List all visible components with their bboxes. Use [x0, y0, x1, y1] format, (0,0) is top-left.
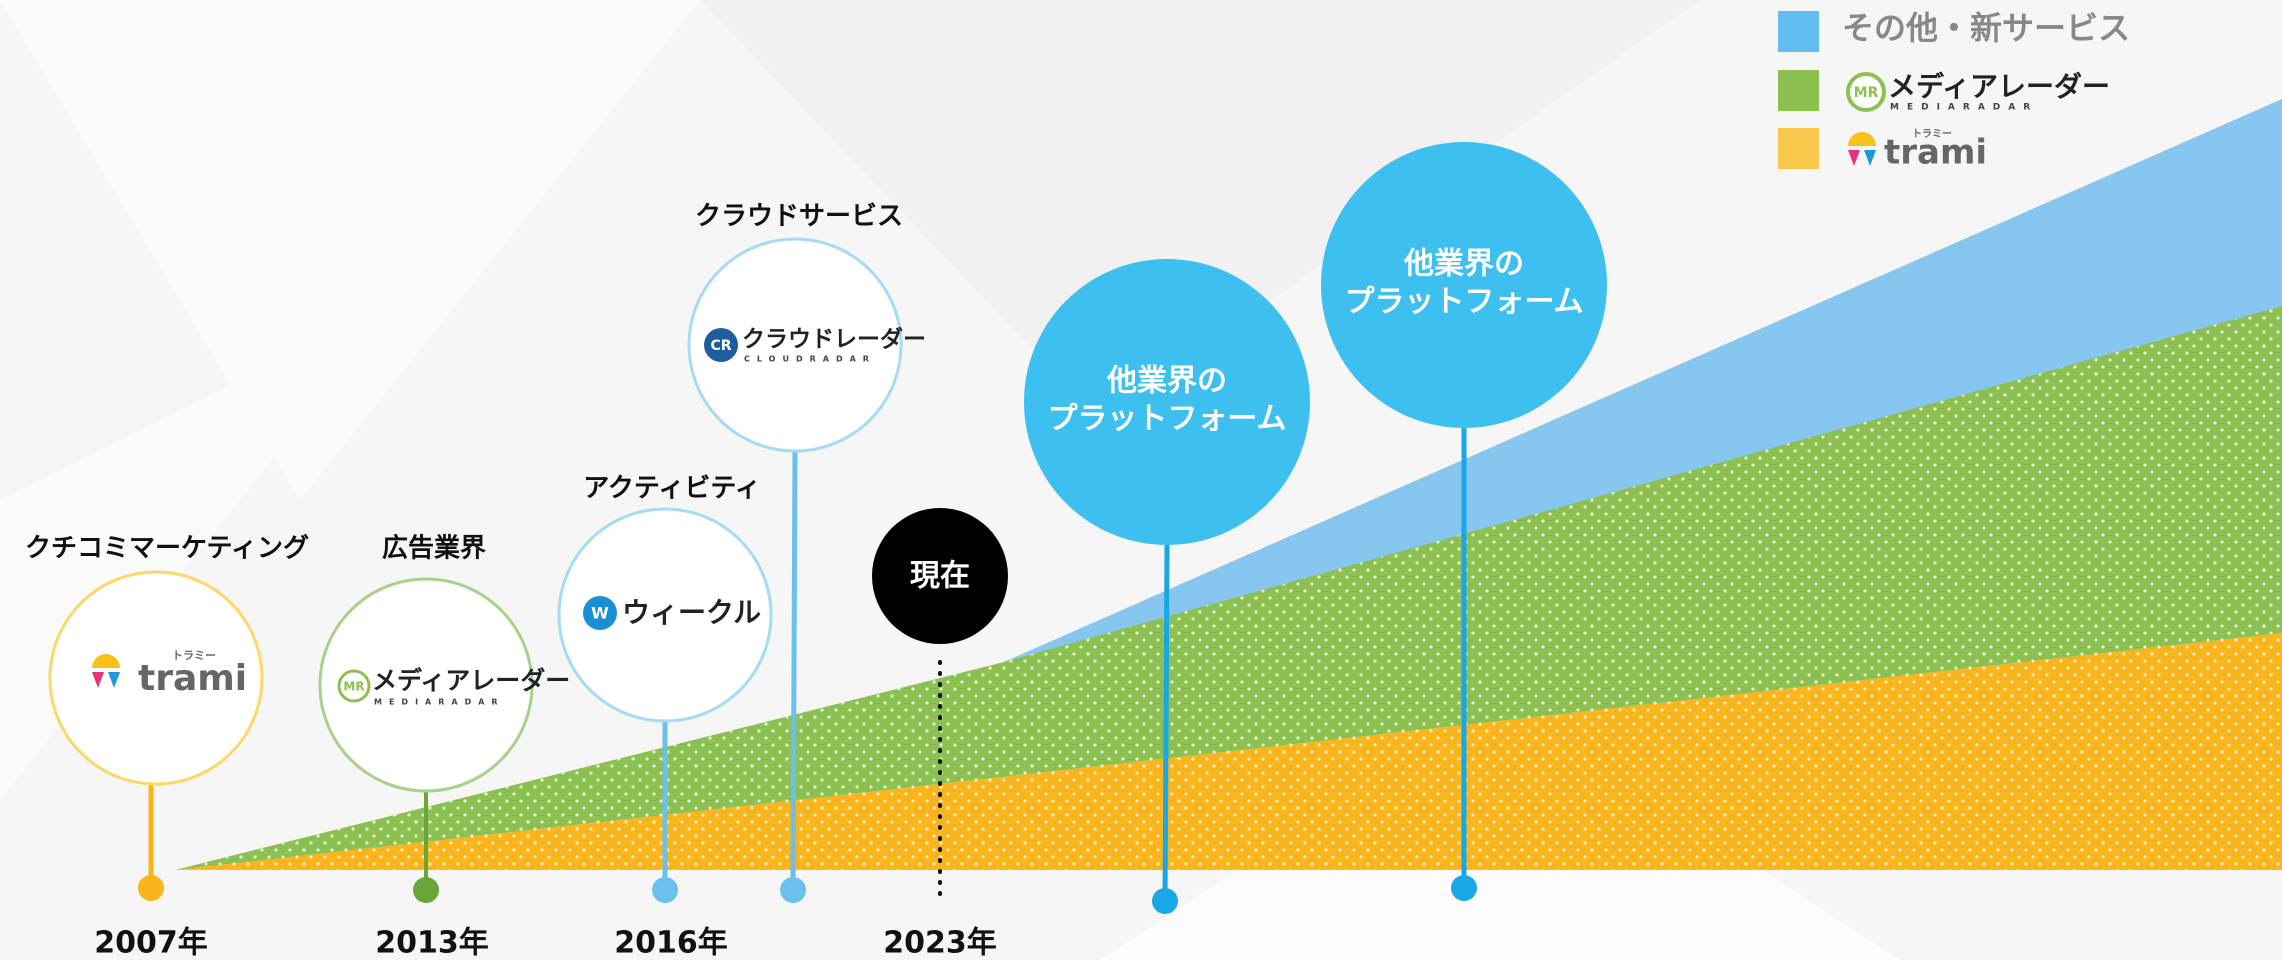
- dot: [1451, 875, 1477, 901]
- logo-text: trami: [138, 658, 247, 699]
- logo-text: クラウドレーダー: [742, 326, 926, 353]
- logo-icon: [92, 654, 120, 688]
- future-label: プラットフォーム: [1344, 285, 1583, 320]
- logo-circle: [687, 237, 903, 453]
- category-label: クチコミマーケティング: [25, 534, 309, 564]
- future-platform: 他業界の プラットフォーム: [1024, 259, 1310, 914]
- now-label: 現在: [910, 559, 970, 594]
- year-label: 2013年: [375, 926, 489, 960]
- logo-mark-text: CR: [710, 338, 731, 354]
- logo-text: ウィークル: [622, 596, 761, 629]
- legend-label: メディアレーダー: [1888, 70, 2110, 103]
- legend: その他・新サービス MR メディアレーダー MEDIARADAR トラミー tr…: [1778, 9, 2130, 173]
- legend-label: trami: [1884, 133, 1987, 173]
- category-label: クラウドサービス: [695, 202, 903, 232]
- growth-areas: [175, 99, 2282, 870]
- milestone: MR メディアレーダー MEDIARADAR 広告業界 2013年: [318, 533, 570, 960]
- logo-mark-text: MR: [343, 680, 364, 694]
- dot: [138, 875, 164, 901]
- logo-mark: [583, 596, 617, 630]
- future-label: 他業界の: [1106, 364, 1227, 399]
- future-platform: 他業界の プラットフォーム: [1321, 142, 1607, 901]
- legend-label: その他・新サービス: [1842, 9, 2130, 47]
- future-label: 他業界の: [1403, 247, 1524, 282]
- legend-sub: MEDIARADAR: [1890, 103, 2038, 113]
- logo-mark: [337, 669, 371, 703]
- dot: [1152, 888, 1178, 914]
- logo-sub: CLOUDRADAR: [744, 355, 876, 364]
- logo-mark: [1846, 72, 1886, 112]
- logo-mark-text: MR: [1854, 85, 1879, 101]
- year-label: 2023年: [883, 926, 997, 960]
- logo-icon: [1848, 132, 1876, 166]
- now-circle: [872, 508, 1008, 644]
- logo-sub: トラミー: [172, 649, 216, 662]
- legend-swatch: [1778, 70, 1819, 111]
- future-circle: [1321, 142, 1607, 428]
- logo-mark-text: W: [591, 604, 609, 623]
- milestone: トラミー trami クチコミマーケティング 2007年: [25, 534, 309, 960]
- dot: [652, 877, 678, 903]
- dot: [780, 877, 806, 903]
- legend-swatch: [1778, 128, 1819, 169]
- stem: [1162, 544, 1170, 902]
- legend-sub: トラミー: [1912, 128, 1952, 140]
- year-label: 2007年: [94, 926, 208, 960]
- now-marker: 現在 2023年: [872, 508, 1008, 960]
- logo-circle: [557, 507, 773, 723]
- milestone: CR クラウドレーダー CLOUDRADAR クラウドサービス: [687, 202, 926, 903]
- category-label: 広告業界: [382, 533, 486, 564]
- logo-mark: [704, 328, 738, 362]
- category-label: アクティビティ: [583, 474, 761, 504]
- dot: [413, 877, 439, 903]
- future-label: プラットフォーム: [1047, 402, 1286, 437]
- logo-circle: [48, 570, 264, 786]
- logo-text: メディアレーダー: [372, 666, 570, 695]
- area-blue: [1004, 99, 2282, 680]
- future-circle: [1024, 259, 1310, 545]
- logo-sub: MEDIARADAR: [374, 698, 505, 707]
- milestone: W ウィークル アクティビティ 2016年: [557, 474, 773, 960]
- stem: [790, 450, 798, 891]
- year-label: 2016年: [614, 926, 728, 960]
- logo-circle: [318, 577, 534, 793]
- legend-swatch: [1778, 11, 1819, 52]
